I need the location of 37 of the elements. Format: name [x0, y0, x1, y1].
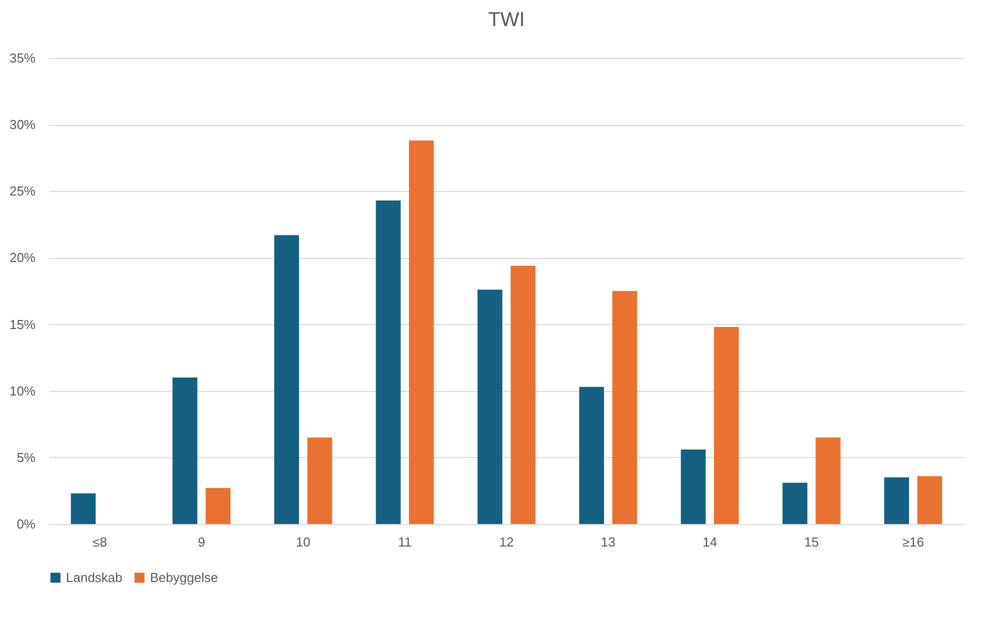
x-tick-label: 13	[600, 534, 616, 550]
y-tick-label: 25%	[9, 184, 36, 199]
bar	[307, 437, 332, 524]
bar	[884, 477, 910, 524]
y-tick-label: 30%	[9, 117, 36, 132]
bar	[478, 290, 502, 524]
y-tick-label: 20%	[9, 250, 36, 266]
legend-label: Bebyggelse	[150, 570, 218, 585]
bar	[579, 386, 604, 524]
x-tick-label: 11	[398, 534, 412, 550]
bar	[274, 235, 300, 524]
bar	[172, 378, 198, 524]
y-tick-label: 0%	[16, 516, 36, 532]
y-tick-label: 5%	[16, 450, 36, 465]
bar	[376, 200, 401, 524]
bar	[917, 476, 942, 524]
y-tick-label: 10%	[9, 383, 36, 398]
x-tick-label: ≥16	[902, 534, 924, 550]
bar	[612, 291, 638, 524]
bar	[70, 493, 96, 524]
bar	[680, 449, 706, 524]
x-tick-label: ≤8	[92, 534, 108, 550]
bar	[510, 266, 536, 524]
legend-label: Landskab	[66, 570, 122, 585]
chart-title: TWI	[488, 9, 525, 31]
bar	[782, 482, 808, 524]
bar	[714, 326, 739, 524]
x-tick-label: 10	[296, 534, 310, 550]
bar	[816, 437, 840, 524]
x-tick-label: 9	[198, 534, 206, 550]
x-tick-label: 15	[804, 534, 819, 550]
x-tick-label: 14	[702, 534, 718, 550]
x-tick-label: 12	[499, 534, 514, 550]
y-tick-label: 15%	[9, 316, 36, 332]
y-tick-label: 35%	[9, 50, 36, 66]
bar	[206, 488, 230, 524]
bar	[408, 140, 434, 524]
